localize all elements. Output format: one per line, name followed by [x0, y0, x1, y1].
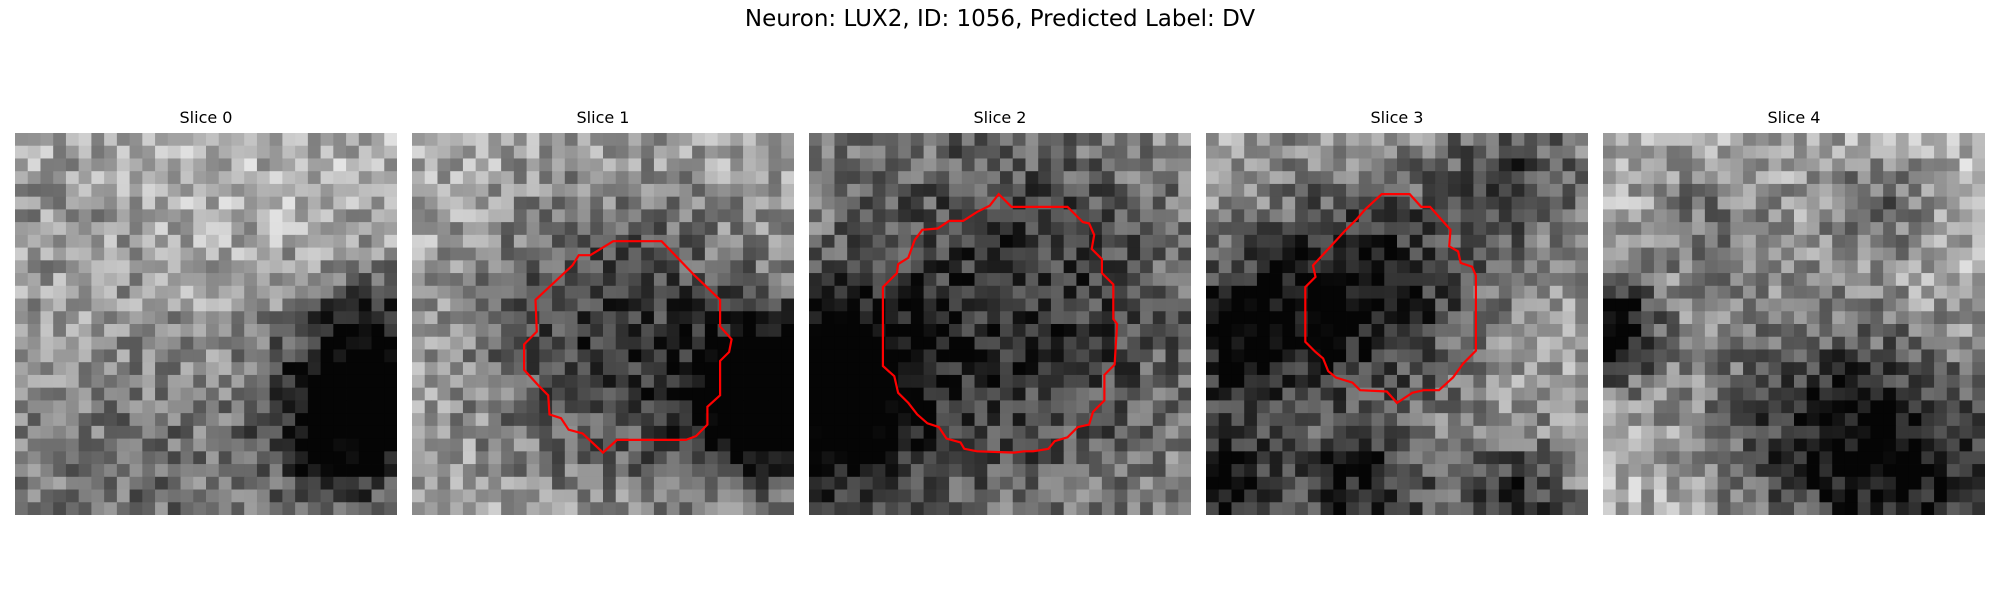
- slice-image: [412, 133, 794, 515]
- panel-title: Slice 4: [1767, 108, 1821, 127]
- panel-slice-4: Slice 4: [1603, 108, 1985, 515]
- pixel-grid: [412, 133, 794, 515]
- panel-title: Slice 0: [179, 108, 233, 127]
- segmentation-contour: [1304, 192, 1477, 405]
- panel-slice-2: Slice 2: [809, 108, 1191, 515]
- panel-slice-1: Slice 1: [412, 108, 794, 515]
- panel-slice-0: Slice 0: [15, 108, 397, 515]
- figure-title: Neuron: LUX2, ID: 1056, Predicted Label:…: [744, 6, 1256, 32]
- panel-title: Slice 2: [973, 108, 1027, 127]
- slice-image: [15, 133, 397, 515]
- pixel-grid: [1206, 133, 1588, 515]
- panel-slice-3: Slice 3: [1206, 108, 1588, 515]
- pixel-grid: [1603, 133, 1985, 515]
- slice-image: [1206, 133, 1588, 515]
- panel-title: Slice 3: [1370, 108, 1424, 127]
- pixel-grid: [15, 133, 397, 515]
- slice-image: [809, 133, 1191, 515]
- panel-title: Slice 1: [576, 108, 630, 127]
- segmentation-contour: [522, 240, 733, 455]
- segmentation-contour: [881, 192, 1119, 454]
- pixel-grid: [809, 133, 1191, 515]
- slice-image: [1603, 133, 1985, 515]
